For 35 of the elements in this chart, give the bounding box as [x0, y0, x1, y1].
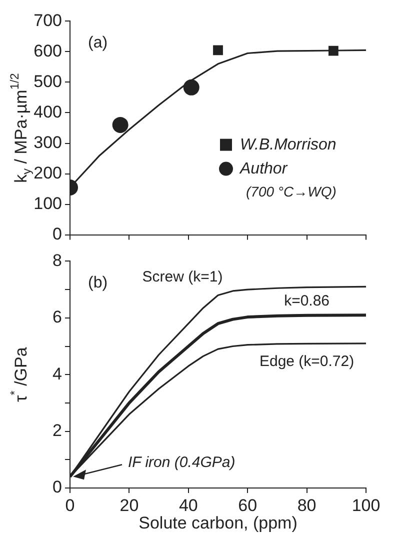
series-label: Edge (k=0.72) — [259, 352, 354, 370]
annotation: IF iron (0.4GPa) — [128, 454, 236, 471]
y-axis-title: ky / MPa·µm1/2 — [7, 72, 34, 183]
x-tick-label: 100 — [352, 496, 380, 515]
y-axis-title: τ* /GPa — [7, 346, 31, 402]
x-axis-title: Solute carbon, (ppm) — [138, 514, 298, 533]
annotation: (700 °C→WQ) — [246, 184, 336, 200]
y-tick-label: 0 — [52, 478, 62, 497]
annotation: (a) — [88, 34, 108, 52]
x-tick-label: 0 — [65, 496, 75, 515]
x-tick-label: 20 — [120, 496, 139, 515]
x-tick-label: 40 — [178, 496, 198, 515]
y-tick-label: 200 — [34, 163, 62, 182]
point — [213, 45, 223, 56]
point — [112, 116, 128, 133]
y-tick-label: 8 — [52, 250, 62, 270]
y-tick-label: 6 — [52, 308, 62, 327]
legend-label: W.B.Morrison — [240, 136, 336, 154]
y-tick-label: 500 — [34, 72, 62, 91]
point — [183, 79, 200, 96]
y-tick-label: 400 — [34, 102, 62, 122]
x-tick-label: 60 — [238, 496, 258, 515]
y-tick-label: 0 — [52, 224, 62, 244]
y-tick-label: 2 — [52, 420, 62, 440]
y-tick-label: 4 — [52, 364, 62, 384]
y-tick-label: 600 — [34, 41, 62, 60]
y-tick-label: 700 — [34, 10, 62, 30]
series-label: k=0.86 — [284, 292, 330, 310]
y-tick-label: 100 — [34, 194, 62, 213]
point — [328, 46, 338, 56]
y-tick-label: 300 — [34, 132, 62, 152]
series-label: Screw (k=1) — [142, 268, 223, 286]
annotation: (b) — [88, 274, 108, 292]
legend-label: Author — [239, 160, 288, 178]
x-tick-label: 80 — [297, 496, 316, 515]
